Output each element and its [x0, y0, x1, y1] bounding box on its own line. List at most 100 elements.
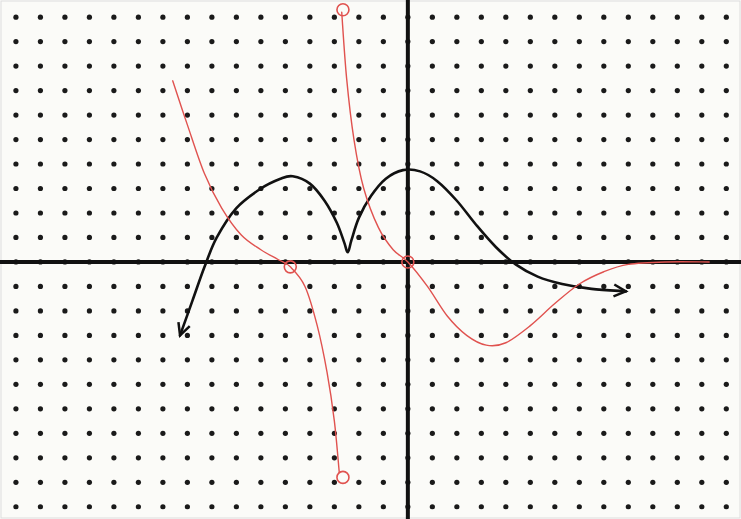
grid-dot — [234, 284, 239, 289]
grid-dot — [601, 235, 606, 240]
grid-dot — [577, 406, 582, 411]
grid-dot — [283, 431, 288, 436]
grid-dot — [601, 431, 606, 436]
grid-dot — [111, 284, 116, 289]
grid-dot — [283, 235, 288, 240]
grid-dot — [283, 161, 288, 166]
grid-dot — [332, 357, 337, 362]
grid-dot — [111, 382, 116, 387]
grid-dot — [601, 308, 606, 313]
grid-dot — [479, 284, 484, 289]
grid-dot — [87, 63, 92, 68]
grid-dot — [185, 161, 190, 166]
grid-dot — [650, 431, 655, 436]
grid-dot — [626, 186, 631, 191]
grid-dot — [332, 455, 337, 460]
grid-dot — [160, 210, 165, 215]
grid-dot — [234, 63, 239, 68]
grid-dot — [185, 137, 190, 142]
grid-dot — [381, 39, 386, 44]
grid-dot — [601, 284, 606, 289]
grid-dot — [650, 88, 655, 93]
grid-dot — [528, 137, 533, 142]
grid-dot — [62, 235, 67, 240]
grid-dot — [283, 88, 288, 93]
grid-dot — [724, 88, 729, 93]
grid-dot — [699, 88, 704, 93]
grid-dot — [307, 382, 312, 387]
grid-dot — [332, 186, 337, 191]
grid-dot — [356, 112, 361, 117]
grid-dot — [62, 357, 67, 362]
grid-dot — [87, 504, 92, 509]
grid-dot — [601, 137, 606, 142]
grid-dot — [430, 161, 435, 166]
grid-dot — [675, 431, 680, 436]
grid-dot — [160, 235, 165, 240]
grid-dot — [528, 284, 533, 289]
grid-dot — [675, 406, 680, 411]
grid-dot — [332, 112, 337, 117]
grid-dot — [234, 186, 239, 191]
grid-dot — [136, 284, 141, 289]
grid-dot — [38, 39, 43, 44]
grid-dot — [185, 431, 190, 436]
grid-dot — [87, 15, 92, 20]
grid-dot — [185, 455, 190, 460]
grid-dot — [724, 431, 729, 436]
grid-dot — [234, 455, 239, 460]
grid-dot — [650, 235, 655, 240]
grid-dot — [454, 406, 459, 411]
grid-dot — [87, 455, 92, 460]
grid-dot — [136, 186, 141, 191]
grid-dot — [381, 210, 386, 215]
grid-dot — [136, 137, 141, 142]
grid-dot — [160, 333, 165, 338]
grid-dot — [675, 63, 680, 68]
grid-dot — [381, 284, 386, 289]
grid-dot — [650, 504, 655, 509]
grid-dot — [479, 112, 484, 117]
grid-dot — [577, 308, 582, 313]
grid-dot — [283, 112, 288, 117]
grid-dot — [87, 210, 92, 215]
grid-dot — [454, 210, 459, 215]
grid-dot — [87, 382, 92, 387]
grid-dot — [209, 406, 214, 411]
grid-dot — [136, 39, 141, 44]
grid-dot — [552, 308, 557, 313]
grid-dot — [650, 210, 655, 215]
grid-dot — [307, 480, 312, 485]
grid-dot — [601, 480, 606, 485]
grid-dot — [454, 357, 459, 362]
grid-dot — [307, 112, 312, 117]
grid-dot — [13, 357, 18, 362]
grid-dot — [356, 15, 361, 20]
grid-dot — [699, 137, 704, 142]
grid-dot — [38, 186, 43, 191]
grid-dot — [601, 333, 606, 338]
grid-dot — [332, 284, 337, 289]
grid-dot — [258, 455, 263, 460]
grid-dot — [234, 480, 239, 485]
grid-dot — [528, 88, 533, 93]
grid-dot — [724, 406, 729, 411]
grid-dot — [454, 431, 459, 436]
grid-dot — [111, 480, 116, 485]
grid-dot — [381, 63, 386, 68]
grid-dot — [626, 455, 631, 460]
grid-dot — [699, 186, 704, 191]
grid-dot — [332, 480, 337, 485]
grid-dot — [62, 333, 67, 338]
grid-dot — [332, 39, 337, 44]
grid-dot — [136, 235, 141, 240]
grid-dot — [430, 15, 435, 20]
grid-dot — [13, 480, 18, 485]
grid-dot — [454, 284, 459, 289]
grid-dot — [699, 210, 704, 215]
grid-dot — [111, 63, 116, 68]
grid-dot — [62, 504, 67, 509]
grid-dot — [13, 406, 18, 411]
grid-dot — [699, 15, 704, 20]
grid-dot — [38, 235, 43, 240]
